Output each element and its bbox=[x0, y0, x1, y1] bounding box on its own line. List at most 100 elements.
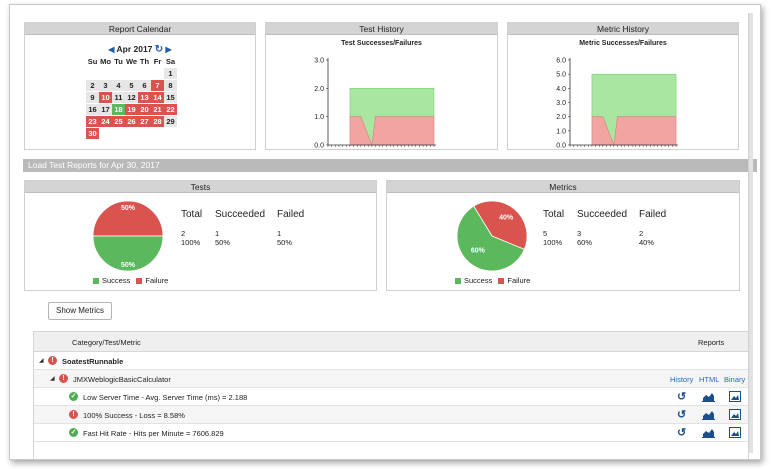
success-slice-label: 60% bbox=[471, 248, 486, 255]
chevron-right-icon[interactable]: ▶ bbox=[165, 45, 172, 54]
html-link[interactable]: HTML bbox=[699, 375, 720, 384]
failure-slice bbox=[473, 200, 528, 250]
y-tick-label: 3.0 bbox=[556, 100, 566, 107]
calendar-day[interactable]: 7 bbox=[151, 80, 164, 91]
metric-row[interactable]: ✓ Low Server Time - Avg. Server Time (ms)… bbox=[34, 388, 748, 406]
calendar-day[interactable]: 15 bbox=[164, 92, 177, 103]
tests-title: Tests bbox=[25, 181, 376, 193]
calendar-day[interactable]: 2 bbox=[86, 80, 99, 91]
calendar-day[interactable]: 27 bbox=[138, 116, 151, 127]
calendar-day[interactable]: 28 bbox=[151, 116, 164, 127]
calendar-day[interactable]: 16 bbox=[86, 104, 99, 115]
history-icon[interactable]: ↺ bbox=[677, 409, 687, 421]
y-tick-label: 5.0 bbox=[556, 72, 566, 79]
metrics-failed-pct: 40% bbox=[639, 238, 655, 247]
legend-success: Success bbox=[464, 276, 493, 285]
week-row: 1 bbox=[86, 68, 177, 80]
tests-total-value: 2 bbox=[181, 229, 186, 238]
metrics-succeeded-value: 3 bbox=[577, 229, 582, 238]
calendar-day[interactable]: 3 bbox=[99, 80, 112, 91]
calendar-day[interactable]: 10 bbox=[99, 92, 112, 103]
vertical-scrollbar[interactable] bbox=[748, 13, 753, 453]
calendar-day[interactable]: 1 bbox=[164, 68, 177, 79]
y-tick-label: 1.0 bbox=[556, 128, 566, 135]
calendar-day[interactable]: 9 bbox=[86, 92, 99, 103]
show-metrics-button[interactable]: Show Metrics bbox=[48, 302, 112, 320]
calendar-day[interactable]: 19 bbox=[125, 104, 138, 115]
calendar-empty-cell bbox=[125, 68, 138, 79]
failure-icon: ! bbox=[48, 356, 57, 365]
calendar-day[interactable]: 13 bbox=[138, 92, 151, 103]
image-frame bbox=[729, 409, 741, 420]
y-tick-label: 0.0 bbox=[556, 143, 566, 150]
binary-report-icon[interactable] bbox=[729, 409, 741, 420]
refresh-icon[interactable]: ↻ bbox=[154, 44, 164, 55]
metric-row[interactable]: ! 100% Success - Loss = 8.58% ↺ bbox=[34, 406, 748, 424]
y-tick-label: 2.0 bbox=[314, 86, 324, 93]
calendar-day[interactable]: 12 bbox=[125, 92, 138, 103]
calendar-day[interactable]: 23 bbox=[86, 116, 99, 127]
test-row[interactable]: ◢ ! JMXWeblogicBasicCalculator History H… bbox=[34, 370, 748, 388]
calendar-day[interactable]: 30 bbox=[86, 128, 99, 139]
html-report-icon[interactable] bbox=[702, 391, 715, 402]
calendar-day[interactable]: 4 bbox=[112, 80, 125, 91]
metric-label: Low Server Time - Avg. Server Time (ms) … bbox=[83, 393, 248, 402]
metric-history-subtitle: Metric Successes/Failures bbox=[579, 40, 667, 47]
history-link[interactable]: History bbox=[670, 375, 694, 384]
calendar-day[interactable]: 29 bbox=[164, 116, 177, 127]
y-tick-label: 1.0 bbox=[314, 114, 324, 121]
tests-legend: Success Failure bbox=[93, 276, 168, 285]
success-slice bbox=[92, 235, 164, 272]
collapse-triangle-icon[interactable]: ◢ bbox=[50, 376, 55, 382]
binary-report-icon[interactable] bbox=[729, 427, 741, 438]
calendar-day[interactable]: 6 bbox=[138, 80, 151, 91]
history-icon[interactable]: ↺ bbox=[677, 427, 687, 439]
calendar-day[interactable]: 17 bbox=[99, 104, 112, 115]
calendar-day[interactable]: 26 bbox=[125, 116, 138, 127]
calendar-day[interactable]: 21 bbox=[151, 104, 164, 115]
chart-glyph bbox=[703, 393, 714, 401]
calendar-day[interactable]: 20 bbox=[138, 104, 151, 115]
calendar-day[interactable]: 22 bbox=[164, 104, 177, 115]
html-report-icon[interactable] bbox=[702, 409, 715, 420]
weekday-label: We bbox=[125, 57, 138, 66]
week-row: 30 bbox=[86, 128, 177, 140]
calendar-day[interactable]: 5 bbox=[125, 80, 138, 91]
failure-area bbox=[591, 116, 677, 146]
success-check-icon: ✓ bbox=[69, 392, 78, 401]
image-glyph bbox=[731, 413, 739, 418]
calendar-day[interactable]: 8 bbox=[164, 80, 177, 91]
calendar-day[interactable]: 14 bbox=[151, 92, 164, 103]
tests-total-pct: 100% bbox=[181, 238, 201, 247]
metrics-title: Metrics bbox=[387, 181, 739, 193]
y-tick-label: 4.0 bbox=[556, 86, 566, 93]
tests-failed-header: Failed bbox=[277, 209, 305, 220]
html-report-icon[interactable] bbox=[702, 427, 715, 438]
success-slice-label: 50% bbox=[121, 262, 136, 269]
success-swatch bbox=[455, 277, 461, 284]
failure-swatch bbox=[498, 277, 505, 284]
chevron-left-icon[interactable]: ◀ bbox=[108, 45, 115, 54]
binary-link[interactable]: Binary bbox=[724, 375, 746, 384]
metrics-succeeded-pct: 60% bbox=[577, 238, 593, 247]
history-icon[interactable]: ↺ bbox=[677, 391, 687, 403]
binary-report-icon[interactable] bbox=[729, 391, 741, 402]
report-window: Report Calendar ◀ Apr 2017 ↻ ▶ Su Mo Tu We T… bbox=[9, 4, 761, 460]
metrics-pie-chart: 40% 60% bbox=[456, 200, 528, 272]
collapse-triangle-icon[interactable]: ◢ bbox=[39, 358, 44, 364]
week-row: 23 24 25 26 27 28 29 bbox=[86, 116, 177, 128]
y-tick-label: 6.0 bbox=[556, 58, 566, 65]
runnable-row[interactable]: ◢ ! SoatestRunnable bbox=[34, 352, 748, 370]
calendar-empty-cell bbox=[138, 128, 151, 139]
metrics-succeeded-header: Succeeded bbox=[577, 209, 628, 220]
metric-row[interactable]: ✓ Fast Hit Rate - Hits per Minute = 7606.… bbox=[34, 424, 748, 442]
calendar-day[interactable]: 11 bbox=[112, 92, 125, 103]
calendar-day[interactable]: 18 bbox=[112, 104, 125, 115]
tests-succeeded-header: Succeeded bbox=[215, 209, 266, 220]
calendar-day[interactable]: 25 bbox=[112, 116, 125, 127]
calendar-title: Report Calendar bbox=[25, 23, 255, 35]
calendar-day[interactable]: 24 bbox=[99, 116, 112, 127]
metric-history-title: Metric History bbox=[508, 23, 738, 35]
success-check-icon: ✓ bbox=[69, 428, 78, 437]
test-history-panel: Test History Test Successes/Failures 0.0… bbox=[265, 22, 498, 150]
